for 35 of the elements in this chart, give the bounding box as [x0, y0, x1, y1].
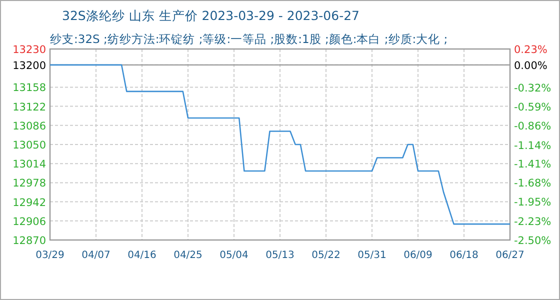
- y2-tick-label: -2.23%: [514, 216, 552, 228]
- y-tick-label: 12978: [12, 178, 46, 190]
- y-tick-label: 13122: [12, 101, 46, 114]
- y2-tick-label: -1.14%: [514, 140, 552, 152]
- x-tick-label: 05/13: [266, 250, 294, 261]
- y-tick-label: 12942: [12, 196, 46, 209]
- y-tick-label: 13158: [12, 82, 46, 94]
- x-tick-label: 05/31: [358, 250, 386, 261]
- x-tick-label: 06/18: [450, 250, 478, 261]
- y-tick-label: 12870: [12, 235, 46, 247]
- y-tick-label: 13200: [12, 60, 46, 72]
- y2-tick-label: 0.00%: [514, 60, 548, 72]
- x-tick-label: 04/07: [82, 250, 110, 261]
- y2-tick-label: 0.23%: [514, 44, 548, 56]
- y-tick-label: 12906: [12, 216, 46, 228]
- title: 32S涤纶纱 山东 生产价 2023-03-29 - 2023-06-27: [62, 8, 360, 23]
- x-tick-label: 05/22: [312, 250, 340, 261]
- y2-tick-label: -1.68%: [514, 178, 552, 190]
- y-tick-label: 13050: [12, 140, 46, 152]
- y2-tick-label: -2.50%: [514, 235, 552, 247]
- x-tick-label: 03/29: [36, 250, 64, 261]
- x-tick-label: 04/16: [128, 250, 156, 261]
- y-tick-label: 13014: [12, 158, 46, 171]
- subtitle: 纱支:32S ;纺纱方法:环锭纺 ;等级:一等品 ;股数:1股 ;颜色:本白 ;纱质:大化 ;: [50, 32, 448, 46]
- y-tick-label: 13230: [12, 44, 46, 56]
- y2-tick-label: -0.59%: [514, 101, 552, 114]
- x-tick-label: 06/27: [496, 250, 524, 261]
- x-tick-label: 05/04: [220, 250, 248, 261]
- x-tick-label: 04/25: [174, 250, 202, 261]
- y2-tick-label: -0.86%: [514, 120, 552, 132]
- x-tick-label: 06/09: [404, 250, 432, 261]
- y2-tick-label: -0.32%: [514, 82, 552, 94]
- y2-tick-label: -1.95%: [514, 196, 552, 209]
- y2-tick-label: -1.41%: [514, 158, 552, 171]
- y-tick-label: 13086: [12, 120, 46, 132]
